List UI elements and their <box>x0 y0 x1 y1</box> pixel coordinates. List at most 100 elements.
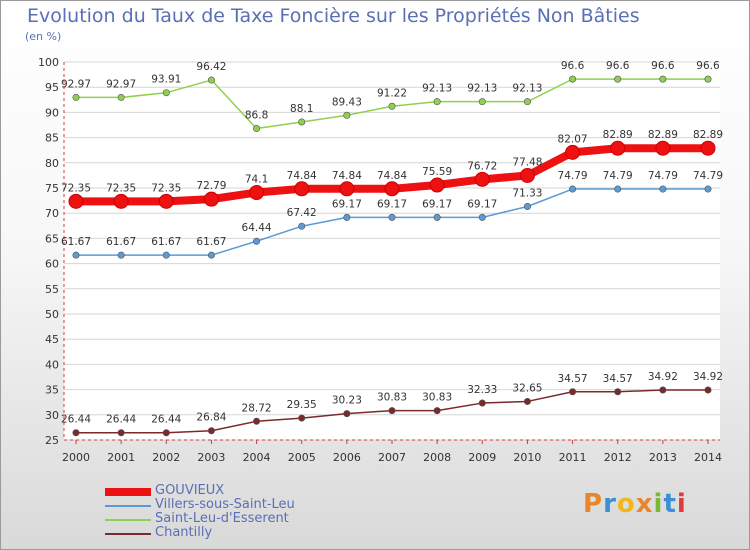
data-label: 76.72 <box>467 160 497 172</box>
data-point <box>388 213 396 221</box>
data-label: 30.83 <box>377 392 407 404</box>
data-point <box>339 181 355 197</box>
data-point <box>478 399 486 407</box>
data-label: 34.92 <box>693 371 723 383</box>
data-point <box>429 177 445 193</box>
y-tick-label: 85 <box>45 132 59 145</box>
x-tick-label: 2012 <box>604 451 632 464</box>
x-tick-label: 2000 <box>62 451 90 464</box>
data-point <box>162 89 170 97</box>
data-label: 96.42 <box>196 61 226 73</box>
data-point <box>519 168 535 184</box>
data-label: 88.1 <box>290 103 313 115</box>
chart-title: Evolution du Taux de Taxe Foncière sur l… <box>27 5 640 27</box>
data-label: 26.44 <box>61 414 91 426</box>
data-label: 96.6 <box>606 60 630 72</box>
data-label: 72.35 <box>61 182 91 194</box>
data-label: 74.84 <box>287 170 317 182</box>
data-point <box>474 171 490 187</box>
data-point <box>523 98 531 106</box>
data-point <box>384 181 400 197</box>
data-label: 61.67 <box>151 236 181 248</box>
data-point <box>523 397 531 405</box>
x-tick-label: 2007 <box>378 451 406 464</box>
data-point <box>253 125 261 133</box>
data-label: 92.13 <box>422 83 452 95</box>
data-label: 74.79 <box>693 170 723 182</box>
data-point <box>433 213 441 221</box>
y-tick-label: 55 <box>45 283 59 296</box>
data-label: 82.89 <box>693 129 723 141</box>
plot-area <box>64 62 720 440</box>
x-tick-label: 2010 <box>513 451 541 464</box>
data-point <box>659 75 667 83</box>
data-label: 89.43 <box>332 96 362 108</box>
data-point <box>569 75 577 83</box>
x-tick-label: 2006 <box>333 451 361 464</box>
data-point <box>162 251 170 259</box>
data-label: 26.44 <box>151 414 181 426</box>
y-tick-label: 30 <box>45 409 59 422</box>
data-point <box>433 98 441 106</box>
data-point <box>704 386 712 394</box>
y-tick-label: 70 <box>45 207 59 220</box>
data-label: 92.13 <box>467 83 497 95</box>
x-tick-label: 2003 <box>197 451 225 464</box>
legend-swatch <box>105 533 151 535</box>
data-label: 32.33 <box>467 384 497 396</box>
y-tick-label: 45 <box>45 333 59 346</box>
data-point <box>207 427 215 435</box>
data-point <box>207 76 215 84</box>
data-label: 92.97 <box>106 78 136 90</box>
y-tick-label: 90 <box>45 106 59 119</box>
data-label: 96.6 <box>696 60 720 72</box>
data-label: 34.92 <box>648 371 678 383</box>
data-point <box>659 386 667 394</box>
data-point <box>343 213 351 221</box>
data-point <box>388 102 396 110</box>
data-label: 74.79 <box>648 170 678 182</box>
x-tick-label: 2014 <box>694 451 722 464</box>
logo-letter: i <box>653 489 664 519</box>
logo-letter: t <box>663 489 677 519</box>
data-point <box>207 251 215 259</box>
y-tick-label: 50 <box>45 308 59 321</box>
data-label: 69.17 <box>332 198 362 210</box>
y-tick-label: 60 <box>45 258 59 271</box>
x-tick-label: 2005 <box>288 451 316 464</box>
data-label: 64.44 <box>242 222 272 234</box>
data-point <box>113 193 129 209</box>
legend-swatch <box>105 505 151 507</box>
data-label: 77.48 <box>512 157 542 169</box>
y-tick-label: 80 <box>45 157 59 170</box>
y-tick-label: 100 <box>38 56 59 69</box>
data-point <box>569 388 577 396</box>
data-point <box>704 185 712 193</box>
legend-swatch <box>105 488 151 496</box>
data-point <box>117 251 125 259</box>
data-label: 34.57 <box>603 373 633 385</box>
data-label: 69.17 <box>377 198 407 210</box>
data-label: 92.13 <box>512 83 542 95</box>
x-tick-label: 2008 <box>423 451 451 464</box>
legend-label: Chantilly <box>155 525 213 540</box>
data-point <box>343 111 351 119</box>
data-point <box>655 140 671 156</box>
data-point <box>158 193 174 209</box>
data-point <box>162 429 170 437</box>
x-tick-label: 2004 <box>243 451 271 464</box>
data-point <box>614 388 622 396</box>
x-tick-label: 2011 <box>559 451 587 464</box>
data-point <box>253 237 261 245</box>
data-label: 34.57 <box>558 373 588 385</box>
logo-letter: r <box>603 489 617 519</box>
data-point <box>610 140 626 156</box>
data-label: 28.72 <box>242 402 272 414</box>
data-point <box>565 144 581 160</box>
data-point <box>388 407 396 415</box>
data-label: 75.59 <box>422 166 452 178</box>
data-label: 74.79 <box>558 170 588 182</box>
data-point <box>298 118 306 126</box>
logo-letter: o <box>616 489 636 519</box>
x-tick-label: 2001 <box>107 451 135 464</box>
